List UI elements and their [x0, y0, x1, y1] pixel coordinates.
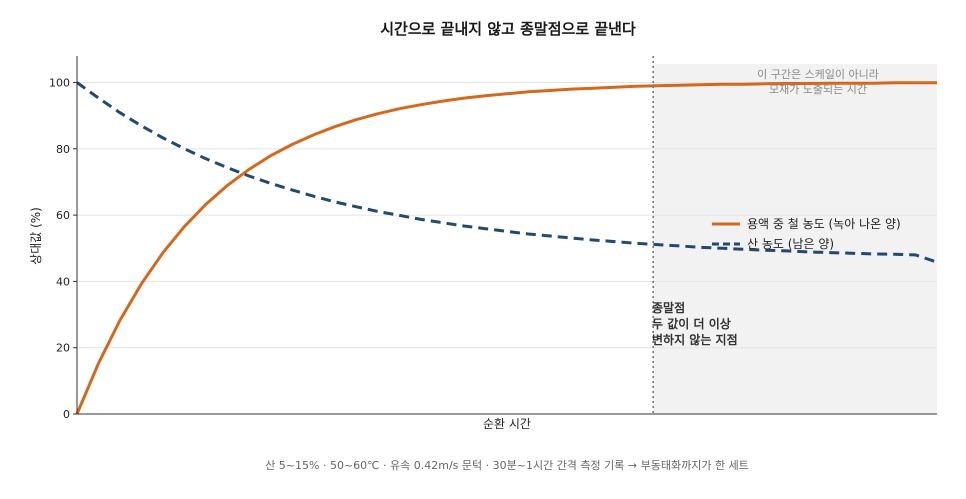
y-tick-label-0: 0 [63, 408, 70, 421]
series-acid-line [76, 81, 938, 264]
legend-label-iron: 용액 중 철 농도 (녹아 나온 양) [747, 217, 901, 231]
legend-label-acid: 산 농도 (남은 양) [747, 237, 834, 251]
y-tick-label-40: 40 [56, 275, 70, 288]
endpoint-note-line-1: 종말점 [652, 300, 685, 315]
region-note: 이 구간은 스케일이 아니라 모재가 노출되는 시간 [757, 67, 879, 96]
plot-area: 0 20 40 60 80 100 [49, 56, 938, 421]
series-iron-line [75, 81, 937, 415]
endpoint-note-line-2: 두 값이 더 이상 [652, 316, 731, 331]
y-tick-label-100: 100 [49, 77, 70, 90]
y-tick-labels: 0 20 40 60 80 100 [49, 77, 77, 421]
chart-title: 시간으로 끝내지 않고 종말점으로 끝낸다 [380, 20, 636, 38]
axes [76, 56, 937, 415]
footer-note: 산 5~15% · 50~60℃ · 유속 0.42m/s 문턱 · 30분~1… [265, 459, 749, 472]
y-axis-label: 상대값 (%) [29, 207, 43, 265]
y-tick-label-20: 20 [56, 342, 70, 355]
x-axis-label: 순환 시간 [483, 417, 531, 431]
legend: 용액 중 철 농도 (녹아 나온 양) 산 농도 (남은 양) [712, 217, 901, 251]
endpoint-note-line-3: 변하지 않는 지점 [652, 332, 738, 347]
endpoint-note: 종말점 두 값이 더 이상 변하지 않는 지점 [652, 300, 738, 347]
endpoint-region-shade [653, 64, 937, 414]
y-tick-label-80: 80 [56, 143, 70, 156]
series-layer [75, 81, 938, 415]
region-note-line-2: 모재가 노출되는 시간 [769, 83, 867, 96]
region-note-line-1: 이 구간은 스케일이 아니라 [757, 67, 879, 81]
y-tick-label-60: 60 [56, 209, 70, 222]
